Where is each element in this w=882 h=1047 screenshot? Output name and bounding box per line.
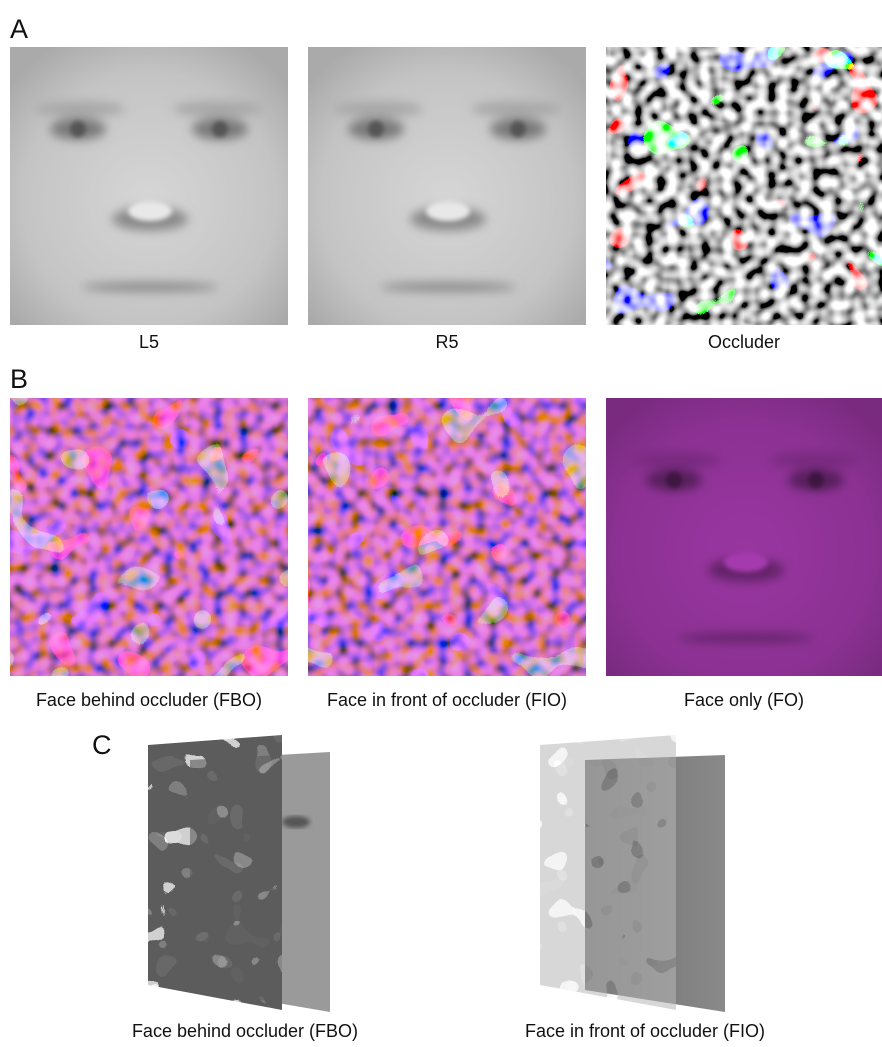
panel-label: A <box>10 14 28 44</box>
caption: Face in front of occluder (FIO) <box>525 1021 765 1041</box>
depth-diagram <box>148 735 330 1012</box>
caption: Face only (FO) <box>684 690 804 710</box>
stereo-image <box>10 398 288 676</box>
caption: Face behind occluder (FBO) <box>132 1021 358 1041</box>
face-image <box>10 47 288 325</box>
stereo-image <box>308 398 586 676</box>
caption: Occluder <box>708 332 780 352</box>
face-image <box>308 47 586 325</box>
panel-label: B <box>10 364 28 394</box>
panel-label: C <box>92 730 112 760</box>
caption: Face in front of occluder (FIO) <box>327 690 567 710</box>
stereo-image <box>606 398 882 676</box>
occluder-image <box>606 47 882 325</box>
depth-diagram <box>540 735 725 1012</box>
caption: L5 <box>139 332 159 352</box>
caption: Face behind occluder (FBO) <box>36 690 262 710</box>
caption: R5 <box>435 332 458 352</box>
